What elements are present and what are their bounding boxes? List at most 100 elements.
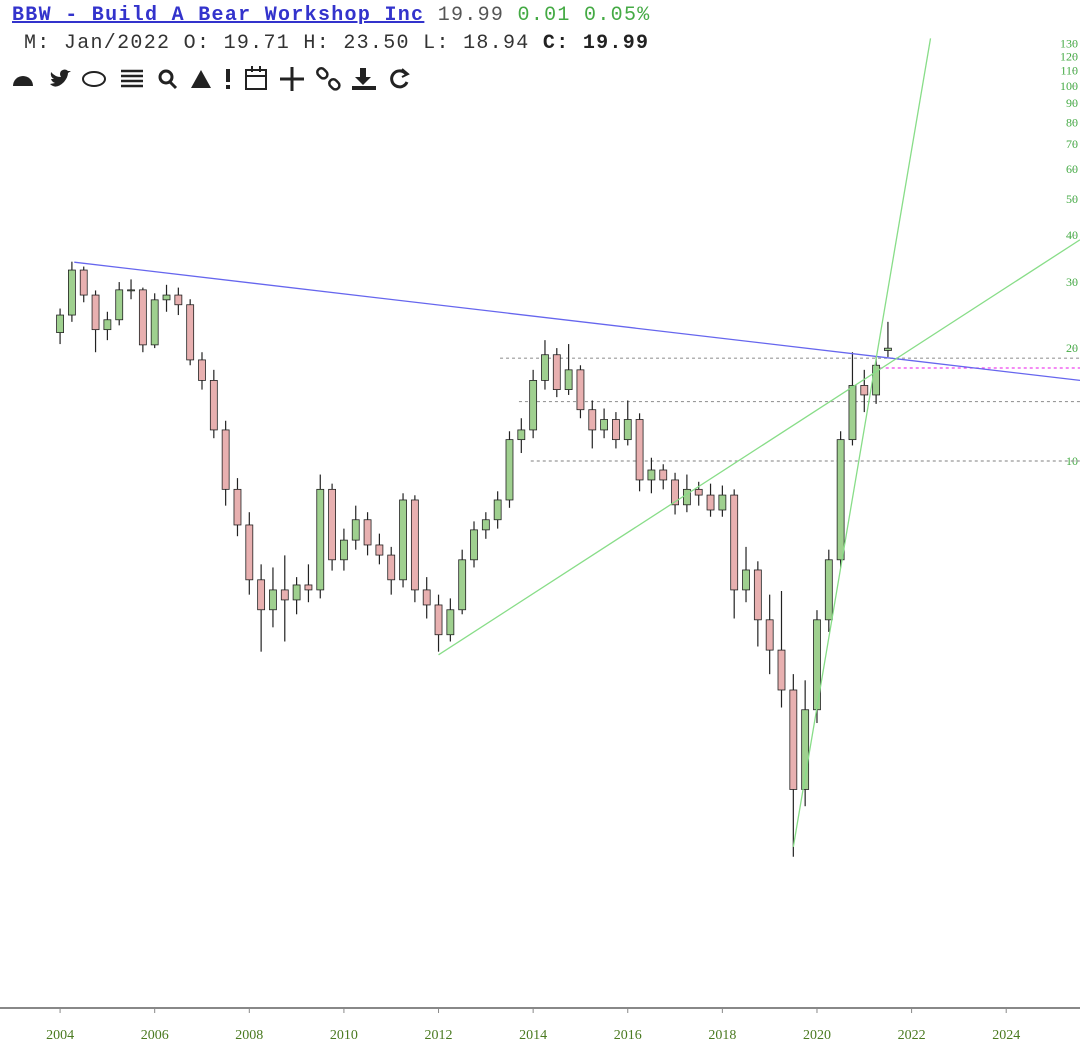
candle-body xyxy=(884,347,892,351)
open-value: 19.71 xyxy=(223,32,291,55)
low-value: 18.94 xyxy=(463,32,530,55)
candle-body xyxy=(659,469,668,481)
candle-body xyxy=(517,429,526,441)
y-tick-label: 130 xyxy=(1060,36,1078,50)
close-label: C: xyxy=(542,32,570,55)
calendar-icon[interactable] xyxy=(245,66,267,90)
candle-body xyxy=(198,359,206,381)
trend-line xyxy=(74,261,1080,382)
candle-body xyxy=(765,619,774,651)
y-tick-label: 90 xyxy=(1066,96,1078,110)
candle-body xyxy=(529,380,538,431)
dashboard-icon[interactable] xyxy=(13,76,33,86)
toolbar xyxy=(13,66,410,91)
comment-icon[interactable] xyxy=(82,71,106,87)
x-tick-label: 2008 xyxy=(235,1028,263,1043)
close-value: 19.99 xyxy=(582,32,650,55)
candle-body xyxy=(328,488,336,561)
candle-body xyxy=(434,604,443,636)
y-tick-label: 40 xyxy=(1066,228,1078,242)
candle-body xyxy=(340,539,348,561)
candle-body xyxy=(481,519,490,531)
candle-body xyxy=(600,419,608,431)
x-tick-label: 2022 xyxy=(898,1028,926,1043)
high-label: H: xyxy=(303,32,330,55)
y-tick-label: 120 xyxy=(1060,49,1078,63)
move-icon[interactable] xyxy=(280,67,304,91)
candle-body xyxy=(446,609,455,636)
candle-body xyxy=(564,369,573,391)
high-value: 23.50 xyxy=(343,32,410,55)
twitter-icon[interactable] xyxy=(50,69,71,87)
y-tick-label: 30 xyxy=(1066,275,1078,289)
alert-icon[interactable] xyxy=(226,69,230,89)
candle-body xyxy=(387,554,396,581)
x-tick-label: 2004 xyxy=(46,1028,74,1043)
candle-body xyxy=(138,289,147,346)
candle-body xyxy=(410,499,419,591)
candle-body xyxy=(777,649,786,691)
period: M: Jan/2022 xyxy=(24,32,171,55)
candle-body xyxy=(730,494,739,591)
open-label: O: xyxy=(183,32,211,55)
y-tick-label: 20 xyxy=(1066,341,1078,355)
candle-body xyxy=(753,569,762,621)
candle-body xyxy=(68,269,76,316)
candle-body xyxy=(269,589,277,611)
candle-body xyxy=(706,494,715,511)
y-tick-label: 50 xyxy=(1066,192,1078,206)
candle-body xyxy=(257,579,266,611)
search-icon[interactable] xyxy=(158,69,178,90)
candle-body xyxy=(363,519,372,546)
candle-body xyxy=(848,385,857,441)
candle-body xyxy=(209,380,218,431)
candle-body xyxy=(588,409,597,431)
refresh-icon[interactable] xyxy=(390,68,410,89)
candle-body xyxy=(493,499,502,521)
candle-body xyxy=(576,369,585,411)
candle-body xyxy=(505,439,514,501)
candle-body xyxy=(280,589,289,601)
download-icon[interactable] xyxy=(352,68,376,90)
candle-body xyxy=(221,429,230,490)
candle-body xyxy=(541,354,549,381)
ohlc-line: M: Jan/2022 O: 19.71 H: 23.50 L: 18.94 C… xyxy=(24,32,649,55)
candle-body xyxy=(824,559,833,621)
triangle-icon[interactable] xyxy=(191,70,211,88)
x-tick-label: 2012 xyxy=(425,1028,453,1043)
candle-body xyxy=(399,499,407,581)
last-price: 19.99 xyxy=(437,4,505,27)
candle-body xyxy=(150,299,159,346)
low-label: L: xyxy=(423,32,450,55)
candle-body xyxy=(127,289,135,292)
ticker-title[interactable]: BBW - Build A Bear Workshop Inc xyxy=(12,4,425,27)
link-icon[interactable] xyxy=(316,67,341,91)
header-line: BBW - Build A Bear Workshop Inc 19.99 0.… xyxy=(12,4,651,27)
candle-body xyxy=(375,544,384,556)
candle-body xyxy=(79,269,88,296)
candle-body xyxy=(304,584,313,591)
change: 0.01 xyxy=(517,4,571,27)
candle-body xyxy=(801,709,810,790)
candle-body xyxy=(103,319,112,331)
candle-body xyxy=(162,294,171,301)
candle-body xyxy=(233,488,242,526)
candle-body xyxy=(56,314,64,333)
candle-body xyxy=(552,354,561,391)
candle-body xyxy=(860,385,869,396)
candle-body xyxy=(647,469,656,481)
candle-body xyxy=(351,519,360,541)
candle-body xyxy=(671,479,679,506)
trend-line xyxy=(792,38,932,847)
candle-body xyxy=(458,559,467,611)
candle-body xyxy=(718,494,727,511)
candle-body xyxy=(836,439,845,561)
candle-body xyxy=(422,589,431,606)
x-tick-label: 2006 xyxy=(141,1028,169,1043)
list-icon[interactable] xyxy=(121,69,143,88)
candle-body xyxy=(742,569,750,591)
candle-body xyxy=(694,488,703,496)
